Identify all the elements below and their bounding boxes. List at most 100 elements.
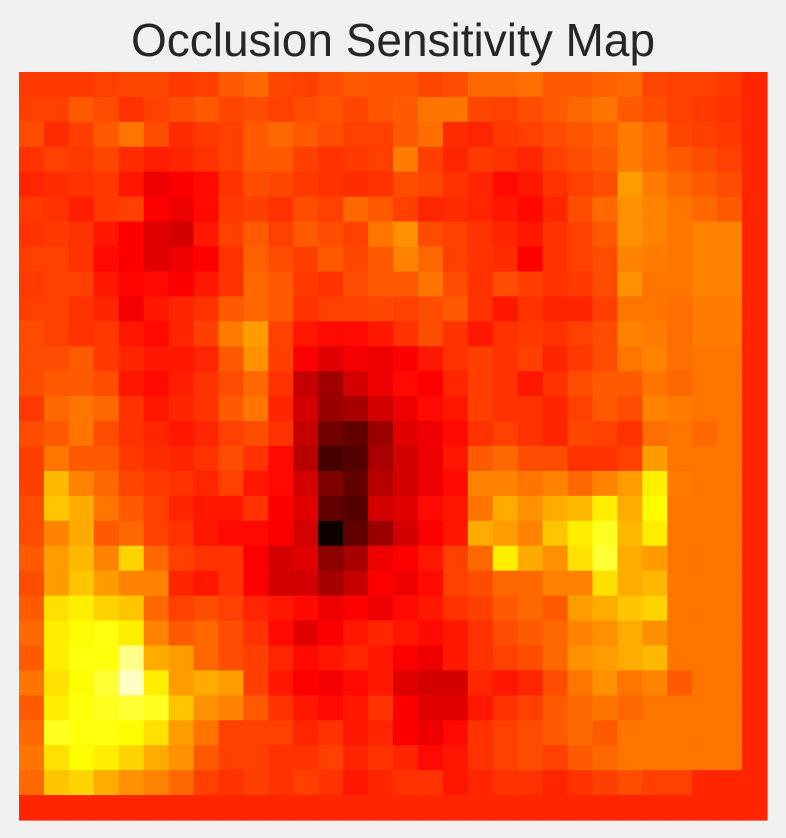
heatmap-cell <box>193 371 220 397</box>
heatmap-cell <box>417 570 444 597</box>
heatmap-cell <box>318 421 344 447</box>
heatmap-cell <box>168 396 195 422</box>
heatmap-cell <box>293 446 319 472</box>
heatmap-cell <box>368 745 394 771</box>
heatmap-cell <box>567 720 594 746</box>
heatmap-cell <box>542 620 569 647</box>
heatmap-cell <box>268 346 294 372</box>
heatmap-cell <box>542 196 569 223</box>
heatmap-cell <box>567 96 594 123</box>
heatmap-cell <box>467 545 494 572</box>
heatmap-cell <box>517 645 544 671</box>
heatmap-cell <box>368 470 394 497</box>
heatmap-cell <box>717 745 743 771</box>
heatmap-cell <box>517 595 544 622</box>
heatmap-cell <box>393 296 419 322</box>
heatmap-cell <box>567 396 594 422</box>
heatmap-cell <box>742 72 768 98</box>
heatmap-cell <box>368 695 394 721</box>
heatmap-cell <box>168 196 195 223</box>
heatmap-cell <box>742 121 768 148</box>
heatmap-cell <box>393 645 419 671</box>
heatmap-cell <box>68 321 95 347</box>
heatmap-cell <box>592 595 618 622</box>
heatmap-cell <box>168 72 195 98</box>
heatmap-cell <box>93 745 120 771</box>
heatmap-cell <box>467 695 494 721</box>
heatmap-cell <box>93 96 120 123</box>
heatmap-cell <box>717 72 743 98</box>
heatmap-cell <box>692 246 718 273</box>
heatmap-cell <box>742 495 768 522</box>
heatmap-cell <box>293 121 319 148</box>
heatmap-cell <box>68 221 95 248</box>
heatmap-cell <box>742 421 768 447</box>
heatmap-cell <box>343 421 369 447</box>
heatmap-cell <box>517 246 544 273</box>
heatmap-cell <box>667 770 693 796</box>
heatmap-cell <box>567 121 594 148</box>
heatmap-cell <box>268 470 294 497</box>
heatmap-cell <box>293 520 319 547</box>
heatmap-cell <box>692 495 718 522</box>
heatmap-cell <box>592 745 618 771</box>
heatmap-cell <box>218 296 244 322</box>
heatmap-cell <box>642 495 668 522</box>
heatmap-cell <box>642 396 668 422</box>
heatmap-cell <box>467 146 494 173</box>
heatmap-cell <box>492 446 519 472</box>
heatmap-cell <box>442 396 469 422</box>
heatmap-cell <box>93 146 120 173</box>
heatmap-cell <box>592 246 618 273</box>
heatmap-cell <box>492 171 519 198</box>
heatmap-cell <box>667 246 693 273</box>
heatmap-cell <box>542 745 569 771</box>
heatmap-cell <box>243 620 269 647</box>
heatmap-cell <box>268 745 294 771</box>
heatmap-cell <box>717 670 743 696</box>
heatmap-cell <box>93 221 120 248</box>
heatmap-cell <box>243 745 269 771</box>
heatmap-cell <box>592 695 618 721</box>
heatmap-cell <box>592 121 618 148</box>
heatmap-cell <box>642 770 668 796</box>
heatmap-cell <box>268 121 294 148</box>
heatmap-cell <box>467 221 494 248</box>
heatmap-cell <box>542 271 569 297</box>
heatmap-cell <box>318 770 344 796</box>
heatmap-cell <box>517 271 544 297</box>
heatmap-cell <box>642 645 668 671</box>
heatmap-cell <box>318 720 344 746</box>
heatmap-cell <box>168 146 195 173</box>
heatmap-cell <box>293 371 319 397</box>
heatmap-cell <box>243 720 269 746</box>
heatmap-cell <box>542 446 569 472</box>
heatmap-cell <box>742 346 768 372</box>
heatmap-cell <box>243 271 269 297</box>
heatmap-cell <box>417 446 444 472</box>
heatmap-cell <box>343 745 369 771</box>
heatmap-cell <box>592 196 618 223</box>
heatmap-cell <box>667 121 693 148</box>
heatmap-cell <box>368 246 394 273</box>
heatmap-cell <box>592 96 618 123</box>
heatmap-cell <box>517 670 544 696</box>
heatmap-cell <box>193 246 220 273</box>
heatmap-cell <box>417 720 444 746</box>
heatmap-cell <box>617 321 643 347</box>
heatmap-cell <box>368 545 394 572</box>
heatmap-cell <box>467 720 494 746</box>
heatmap-cell <box>442 595 469 622</box>
heatmap-cell <box>467 72 494 98</box>
heatmap-cell <box>642 321 668 347</box>
heatmap-cell <box>692 695 718 721</box>
heatmap-cell <box>243 346 269 372</box>
heatmap-cell <box>19 570 45 597</box>
heatmap-cell <box>19 171 45 198</box>
heatmap-cell <box>592 421 618 447</box>
heatmap-cell <box>467 745 494 771</box>
heatmap-cell <box>642 695 668 721</box>
heatmap-cell <box>567 670 594 696</box>
heatmap-cell <box>19 396 45 422</box>
heatmap-cell <box>617 121 643 148</box>
